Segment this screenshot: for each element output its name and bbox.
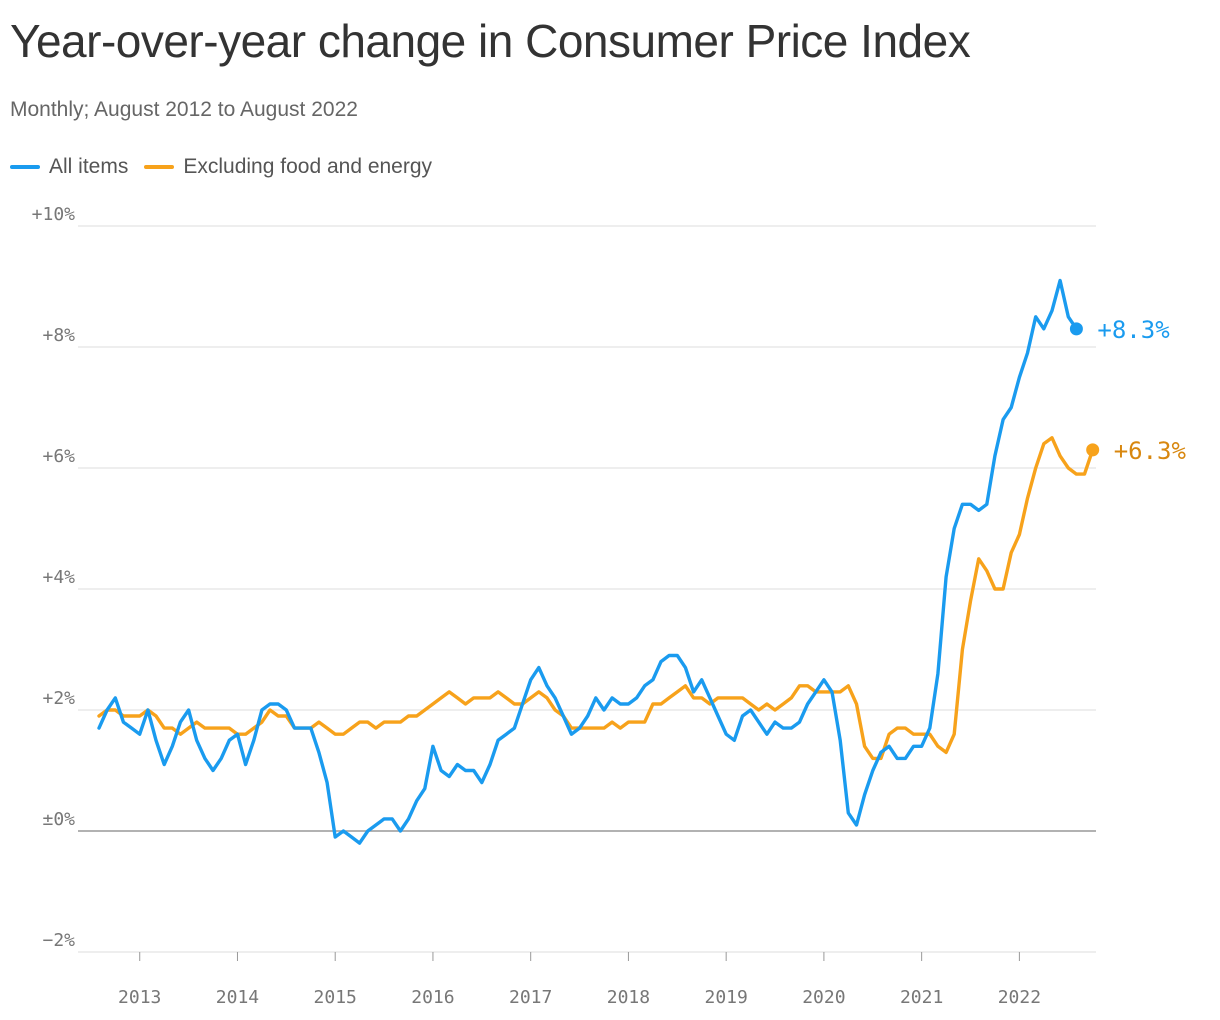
- x-tick-label: 2021: [900, 987, 943, 1008]
- x-tick-label: 2013: [118, 987, 161, 1008]
- x-tick-label: 2017: [509, 987, 552, 1008]
- y-tick-label: +4%: [42, 567, 75, 588]
- x-tick-label: 2016: [411, 987, 454, 1008]
- y-tick-label: +8%: [42, 325, 75, 346]
- x-tick-label: 2018: [607, 987, 650, 1008]
- series-end-label: +6.3%: [1114, 437, 1187, 465]
- legend-item-all-items: All items: [10, 155, 128, 179]
- series-end-dot: [1069, 322, 1083, 336]
- x-tick-label: 2015: [314, 987, 357, 1008]
- y-tick-label: −2%: [42, 930, 75, 951]
- y-tick-label: ±0%: [42, 809, 75, 830]
- chart-subtitle: Monthly; August 2012 to August 2022: [10, 98, 358, 121]
- series-end-dot: [1086, 443, 1100, 457]
- x-tick-label: 2022: [998, 987, 1041, 1008]
- y-tick-label: +2%: [42, 688, 75, 709]
- x-tick-label: 2019: [704, 987, 747, 1008]
- series-line: [97, 278, 1079, 845]
- y-tick-label: +6%: [42, 446, 75, 467]
- x-tick-label: 2020: [802, 987, 845, 1008]
- series-end-label: +8.3%: [1097, 316, 1170, 344]
- x-tick-label: 2014: [216, 987, 259, 1008]
- legend-swatch-core: [144, 165, 175, 169]
- chart-title: Year-over-year change in Consumer Price …: [10, 15, 971, 67]
- y-tick-label: +10%: [32, 204, 76, 225]
- legend-label-core: Excluding food and energy: [183, 155, 433, 178]
- legend-swatch-all-items: [10, 165, 40, 169]
- legend: All items Excluding food and energy: [10, 155, 448, 179]
- legend-label-all-items: All items: [49, 155, 129, 178]
- legend-item-core: Excluding food and energy: [144, 155, 432, 179]
